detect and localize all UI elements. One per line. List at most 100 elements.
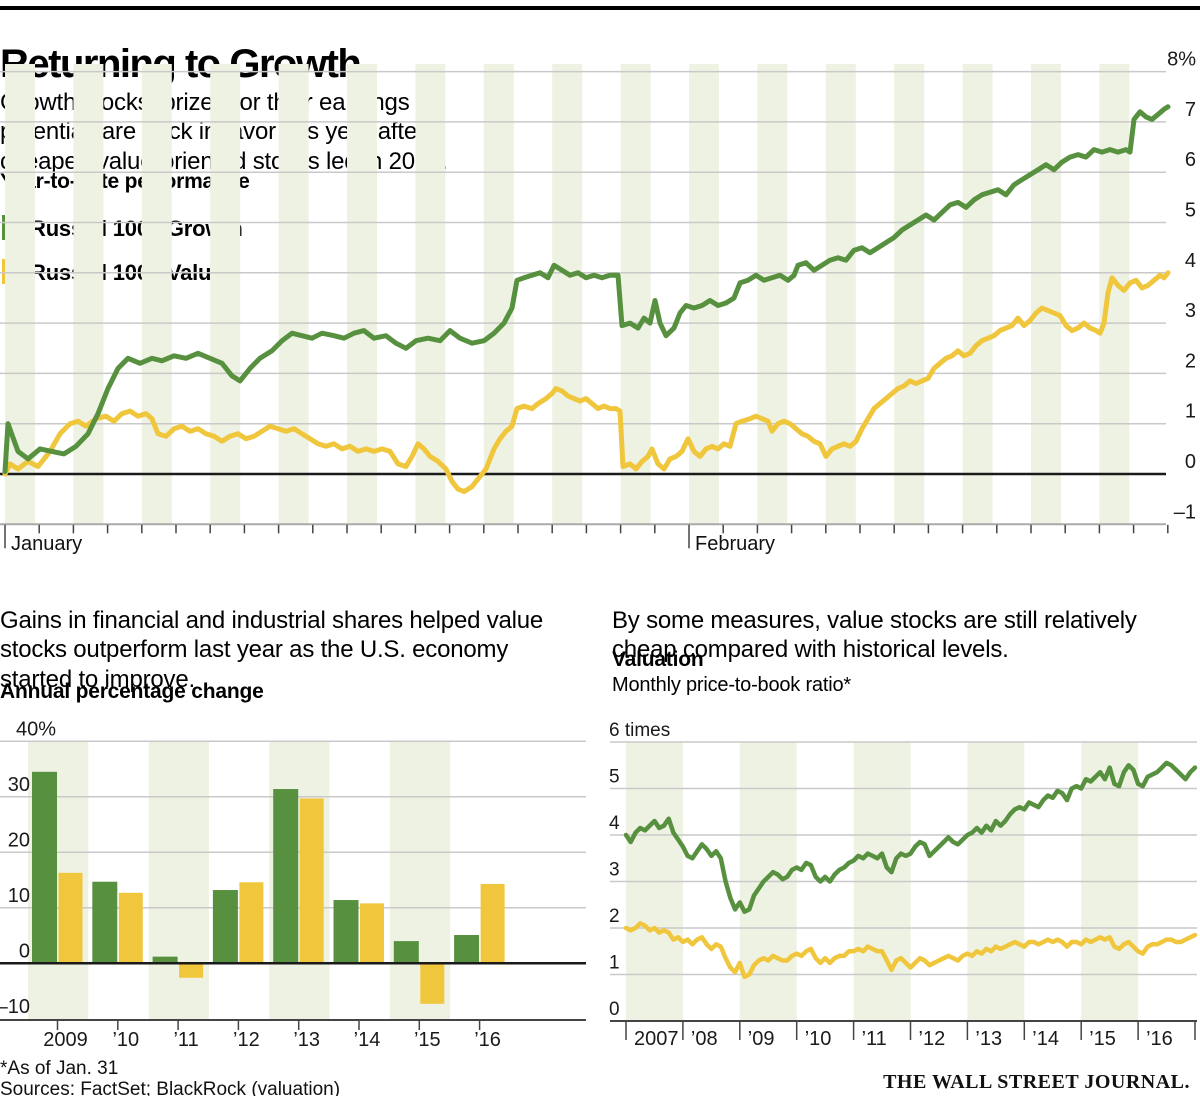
background-band — [739, 742, 797, 1021]
background-band — [1099, 64, 1130, 524]
y-tick-label: –10 — [0, 996, 30, 1018]
growth-bar — [393, 941, 419, 964]
value-bar — [118, 892, 143, 964]
growth-bar — [92, 881, 118, 964]
value-bar — [360, 903, 384, 964]
y-tick-label: 3 — [1185, 300, 1196, 322]
x-tick-label: ’13 — [293, 1029, 320, 1051]
background-band — [620, 64, 651, 524]
x-tick-label: ’16 — [474, 1029, 501, 1051]
legend-item-value: Russell 1000 Value — [2, 259, 224, 286]
y-tick-label: 3 — [609, 860, 620, 881]
y-tick-label: 7 — [1185, 99, 1196, 121]
background-band — [1031, 64, 1061, 524]
y-tick-label: 6 times — [609, 720, 670, 741]
x-tick-label: ’10 — [112, 1029, 139, 1051]
value-bar — [239, 882, 264, 964]
y-tick-label: 1 — [1185, 401, 1196, 423]
x-tick-label: ’15 — [1089, 1028, 1116, 1050]
y-tick-label: 40% — [16, 718, 56, 740]
value-line — [2, 270, 1171, 495]
y-tick-label: 5 — [1185, 200, 1196, 222]
growth-bar — [152, 956, 178, 964]
y-tick-label: 4 — [609, 813, 620, 834]
background-band — [269, 741, 330, 1020]
x-tick-label: ’14 — [354, 1029, 381, 1051]
growth-bar — [454, 934, 480, 964]
background-band — [967, 742, 1025, 1021]
y-tick-label: 30 — [8, 774, 30, 796]
y-tick-label: 6 — [1185, 149, 1196, 171]
background-band — [757, 64, 788, 524]
legend-label-value: Russell 1000 Value — [30, 260, 224, 285]
background-band — [853, 742, 911, 1021]
legend-label-growth: Russell 1000 Growth — [30, 216, 243, 241]
legend-item-growth: Russell 1000 Growth — [2, 215, 243, 242]
growth-bar — [32, 771, 57, 964]
y-tick-label: 20 — [8, 829, 30, 851]
value-swatch-icon — [2, 259, 17, 284]
value-bar — [299, 798, 324, 964]
x-tick-label: ’15 — [414, 1029, 441, 1051]
january-axis-label: January — [11, 533, 83, 555]
value-bar — [58, 872, 83, 964]
y-tick-label: 0 — [1185, 451, 1196, 473]
background-band — [626, 742, 683, 1021]
x-tick-label: ’12 — [233, 1029, 260, 1051]
background-band — [689, 64, 719, 524]
y-tick-label: 1 — [609, 953, 620, 974]
value-bar — [480, 883, 505, 964]
y-tick-label: 2 — [609, 906, 620, 927]
growth-bar — [273, 789, 299, 964]
growth-bar — [212, 890, 238, 964]
background-band — [1081, 742, 1139, 1021]
annual-change-label: Annual percentage change — [0, 680, 264, 703]
x-tick-label: ’12 — [919, 1028, 946, 1050]
background-band — [148, 741, 209, 1020]
x-tick-label: ’08 — [691, 1028, 718, 1050]
wsj-brand-logo: THE WALL STREET JOURNAL. — [883, 1071, 1190, 1093]
x-tick-label: ’14 — [1032, 1028, 1059, 1050]
x-tick-label: ’13 — [975, 1028, 1002, 1050]
bar-chart-intro-text: Gains in financial and industrial shares… — [0, 607, 544, 693]
background-band — [389, 741, 451, 1020]
valuation-sublabel: Monthly price-to-book ratio* — [612, 674, 851, 696]
asterisk-footnote: *As of Jan. 31 — [0, 1058, 119, 1079]
x-tick-label: ’11 — [173, 1029, 198, 1051]
background-band — [28, 741, 89, 1020]
y-tick-label: 5 — [609, 767, 620, 788]
growth-pb-line — [623, 760, 1198, 914]
value-pb-line — [623, 921, 1198, 980]
top-divider-rule — [0, 6, 1200, 10]
growth-swatch-icon — [2, 215, 17, 240]
x-tick-label: ’09 — [748, 1028, 775, 1050]
x-tick-label: 2009 — [43, 1029, 88, 1051]
background-band — [483, 64, 514, 524]
background-band — [894, 64, 925, 524]
sources-line: Sources: FactSet; BlackRock (valuation) — [0, 1079, 341, 1096]
y-tick-label: –1 — [1174, 501, 1196, 523]
x-tick-label: 2007 — [634, 1028, 679, 1050]
valuation-label: Valuation — [612, 648, 704, 671]
value-bar — [179, 963, 204, 978]
valuation-intro-text: By some measures, value stocks are still… — [612, 607, 1137, 664]
x-tick-label: ’11 — [862, 1028, 887, 1050]
x-tick-label: ’16 — [1146, 1028, 1173, 1050]
value-bar — [420, 963, 445, 1004]
ytd-performance-label: Year-to-date performance — [0, 170, 250, 193]
growth-bar — [333, 900, 359, 964]
background-band — [825, 64, 856, 524]
y-tick-label: 0 — [609, 999, 620, 1020]
y-tick-label: 0 — [19, 940, 30, 962]
y-tick-label: 2 — [1185, 350, 1196, 372]
background-band — [552, 64, 583, 524]
y-tick-label: 8% — [1167, 49, 1196, 71]
page-title: Returning to Growth — [0, 41, 362, 86]
x-tick-label: ’10 — [805, 1028, 832, 1050]
intro-text: Growth stocks, prized for their earnings… — [0, 89, 448, 175]
february-axis-label: February — [695, 533, 776, 555]
background-band — [962, 64, 993, 524]
y-tick-label: 4 — [1185, 250, 1196, 272]
y-tick-label: 10 — [8, 885, 30, 907]
